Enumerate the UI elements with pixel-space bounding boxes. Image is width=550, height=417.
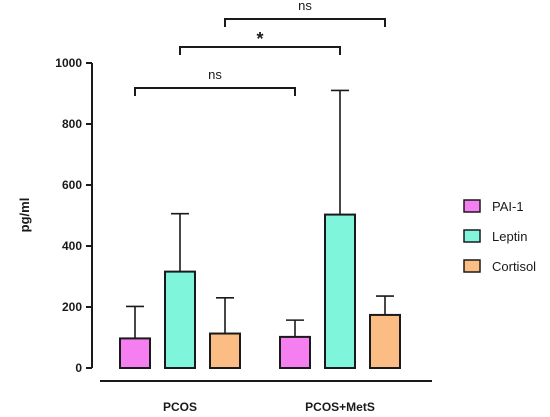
y-tick-label: 0 [75,361,82,375]
y-tick-label: 200 [62,300,82,314]
significance-bracket [134,87,296,96]
bars-group [119,213,401,370]
category-label: PCOS [163,400,197,414]
legend-label: Cortisol [492,259,536,274]
bar-pai-1 [279,335,311,370]
significance-label: ns [208,67,222,82]
legend-label: PAI-1 [492,199,524,214]
y-tick-label: 800 [62,117,82,131]
bar-cortisol [369,313,401,369]
significance-bracket [224,18,386,27]
legend: PAI-1 Leptin Cortisol [463,199,536,274]
category-label: PCOS+MetS [305,400,375,414]
legend-swatch [463,229,481,243]
x-axis: PCOS PCOS+MetS [100,380,432,414]
y-tick-label: 1000 [55,56,82,70]
significance-label: ns [298,0,312,13]
bar-pai-1 [119,337,151,370]
y-axis: 0 200 400 600 800 1000 [55,56,93,375]
significance-label: * [256,29,263,49]
significance-brackets: ns * ns [134,0,386,96]
legend-label: Leptin [492,229,527,244]
legend-swatch [463,199,481,213]
significance-bracket [179,46,341,55]
y-axis-title: pg/ml [17,198,32,233]
bar-leptin [164,270,196,369]
error-bars-group [126,89,394,339]
y-tick-label: 600 [62,178,82,192]
bar-leptin [324,213,356,369]
legend-swatch [463,259,481,273]
y-tick-label: 400 [62,239,82,253]
bar-cortisol [209,332,241,370]
